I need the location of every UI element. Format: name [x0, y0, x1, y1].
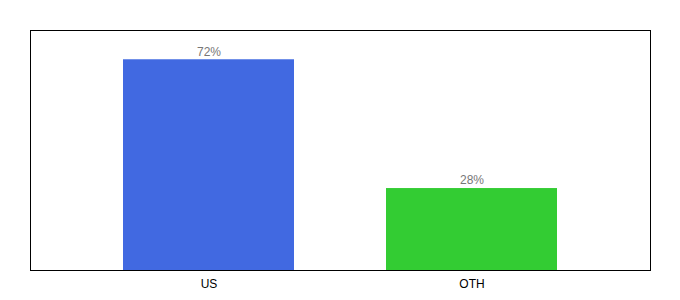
svg-text:72%: 72% — [197, 45, 221, 59]
svg-text:28%: 28% — [460, 173, 484, 187]
svg-text:OTH: OTH — [459, 277, 484, 291]
svg-text:US: US — [201, 277, 218, 291]
